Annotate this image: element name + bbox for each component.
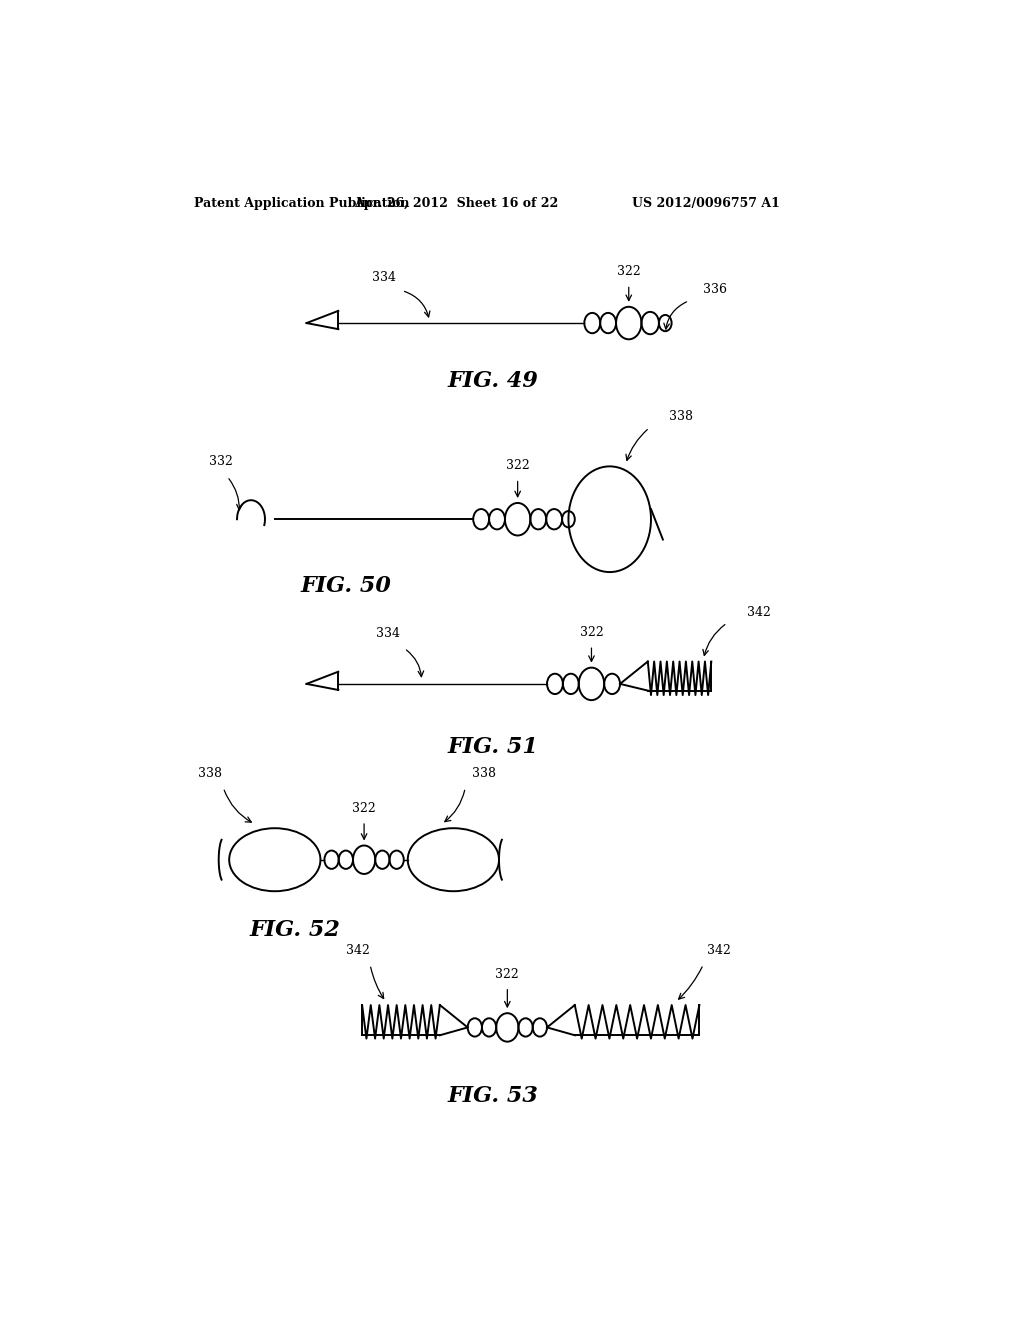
Text: FIG. 50: FIG. 50: [301, 576, 391, 598]
Text: 338: 338: [670, 409, 693, 422]
Text: 342: 342: [346, 944, 370, 957]
Text: 322: 322: [580, 626, 603, 639]
Text: FIG. 52: FIG. 52: [249, 919, 340, 941]
Text: 342: 342: [708, 944, 731, 957]
Text: US 2012/0096757 A1: US 2012/0096757 A1: [632, 197, 780, 210]
Text: 332: 332: [209, 455, 232, 469]
Text: 338: 338: [471, 767, 496, 780]
Text: FIG. 53: FIG. 53: [447, 1085, 539, 1106]
Text: 336: 336: [703, 282, 727, 296]
Text: 334: 334: [373, 272, 396, 284]
Text: FIG. 51: FIG. 51: [447, 737, 539, 758]
Text: Patent Application Publication: Patent Application Publication: [194, 197, 410, 210]
Text: Apr. 26, 2012  Sheet 16 of 22: Apr. 26, 2012 Sheet 16 of 22: [353, 197, 558, 210]
Text: FIG. 49: FIG. 49: [447, 370, 539, 392]
Text: 334: 334: [376, 627, 399, 640]
Text: 322: 322: [352, 803, 376, 814]
Text: 322: 322: [616, 265, 641, 279]
Text: 342: 342: [748, 606, 771, 619]
Text: 338: 338: [198, 767, 222, 780]
Text: 322: 322: [506, 459, 529, 473]
Text: 322: 322: [496, 968, 519, 981]
